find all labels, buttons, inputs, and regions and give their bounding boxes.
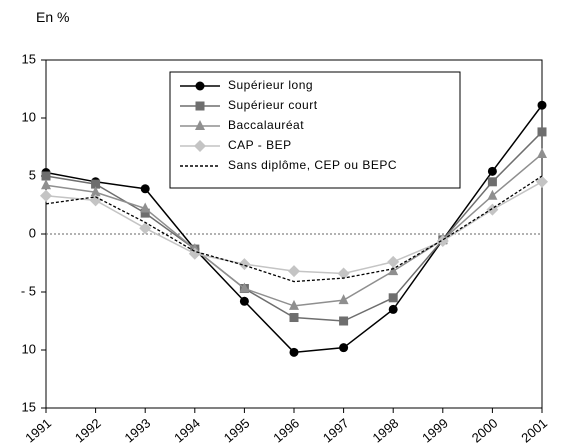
marker bbox=[288, 265, 300, 278]
y-axis-label: En % bbox=[36, 9, 69, 25]
marker bbox=[337, 267, 350, 280]
marker bbox=[289, 299, 299, 310]
marker bbox=[188, 247, 201, 260]
y-tick-label: 5 bbox=[29, 167, 36, 182]
x-tick-label: 1994 bbox=[171, 415, 203, 445]
marker bbox=[91, 179, 101, 189]
marker bbox=[41, 179, 51, 190]
y-tick-label: 0 bbox=[29, 225, 36, 240]
marker bbox=[387, 255, 400, 268]
legend-label: CAP - BEP bbox=[228, 138, 292, 152]
x-tick-label: 2001 bbox=[518, 415, 550, 445]
marker bbox=[90, 186, 101, 197]
marker bbox=[140, 208, 150, 218]
marker bbox=[40, 189, 52, 202]
x-tick-label: 1997 bbox=[320, 415, 352, 445]
marker bbox=[139, 222, 152, 235]
y-tick-label: 10 bbox=[22, 341, 36, 356]
marker bbox=[487, 177, 497, 187]
legend-box bbox=[169, 71, 461, 189]
marker bbox=[388, 304, 398, 314]
marker bbox=[238, 258, 251, 271]
series-line bbox=[45, 181, 543, 275]
marker bbox=[140, 184, 150, 194]
legend-label: Supérieur long bbox=[228, 78, 313, 92]
marker bbox=[436, 234, 449, 247]
legend-label: Baccalauréat bbox=[228, 118, 304, 132]
marker bbox=[194, 140, 206, 152]
x-tick-label: 2000 bbox=[469, 415, 501, 445]
marker bbox=[289, 347, 299, 357]
marker bbox=[487, 189, 498, 200]
y-tick-label: 15 bbox=[22, 399, 36, 414]
legend-label: Supérieur court bbox=[228, 98, 318, 112]
marker bbox=[486, 203, 499, 216]
marker bbox=[339, 343, 349, 353]
x-tick-label: 1999 bbox=[419, 415, 451, 445]
marker bbox=[289, 313, 299, 323]
y-tick-label: 10 bbox=[22, 109, 36, 124]
series-line bbox=[45, 175, 543, 283]
marker bbox=[239, 282, 250, 293]
x-tick-label: 1993 bbox=[122, 415, 154, 445]
marker bbox=[487, 166, 497, 176]
marker bbox=[537, 147, 547, 158]
marker bbox=[195, 81, 205, 91]
y-tick-label: 15 bbox=[22, 51, 36, 66]
marker bbox=[239, 296, 249, 306]
marker bbox=[388, 293, 398, 303]
y-tick-label: - 5 bbox=[21, 283, 36, 298]
x-tick-label: 1991 bbox=[22, 415, 54, 445]
x-tick-label: 1995 bbox=[221, 415, 253, 445]
marker bbox=[537, 100, 547, 110]
marker bbox=[338, 294, 349, 305]
marker bbox=[339, 316, 349, 326]
x-tick-label: 1992 bbox=[72, 415, 104, 445]
legend-label: Sans diplôme, CEP ou BEPC bbox=[228, 158, 397, 172]
marker bbox=[41, 171, 51, 181]
x-tick-label: 1998 bbox=[370, 415, 402, 445]
marker bbox=[536, 175, 548, 188]
marker bbox=[537, 127, 547, 137]
marker bbox=[195, 101, 205, 111]
marker bbox=[195, 120, 205, 130]
marker bbox=[388, 265, 399, 276]
x-tick-label: 1996 bbox=[270, 415, 302, 445]
marker bbox=[140, 202, 151, 213]
